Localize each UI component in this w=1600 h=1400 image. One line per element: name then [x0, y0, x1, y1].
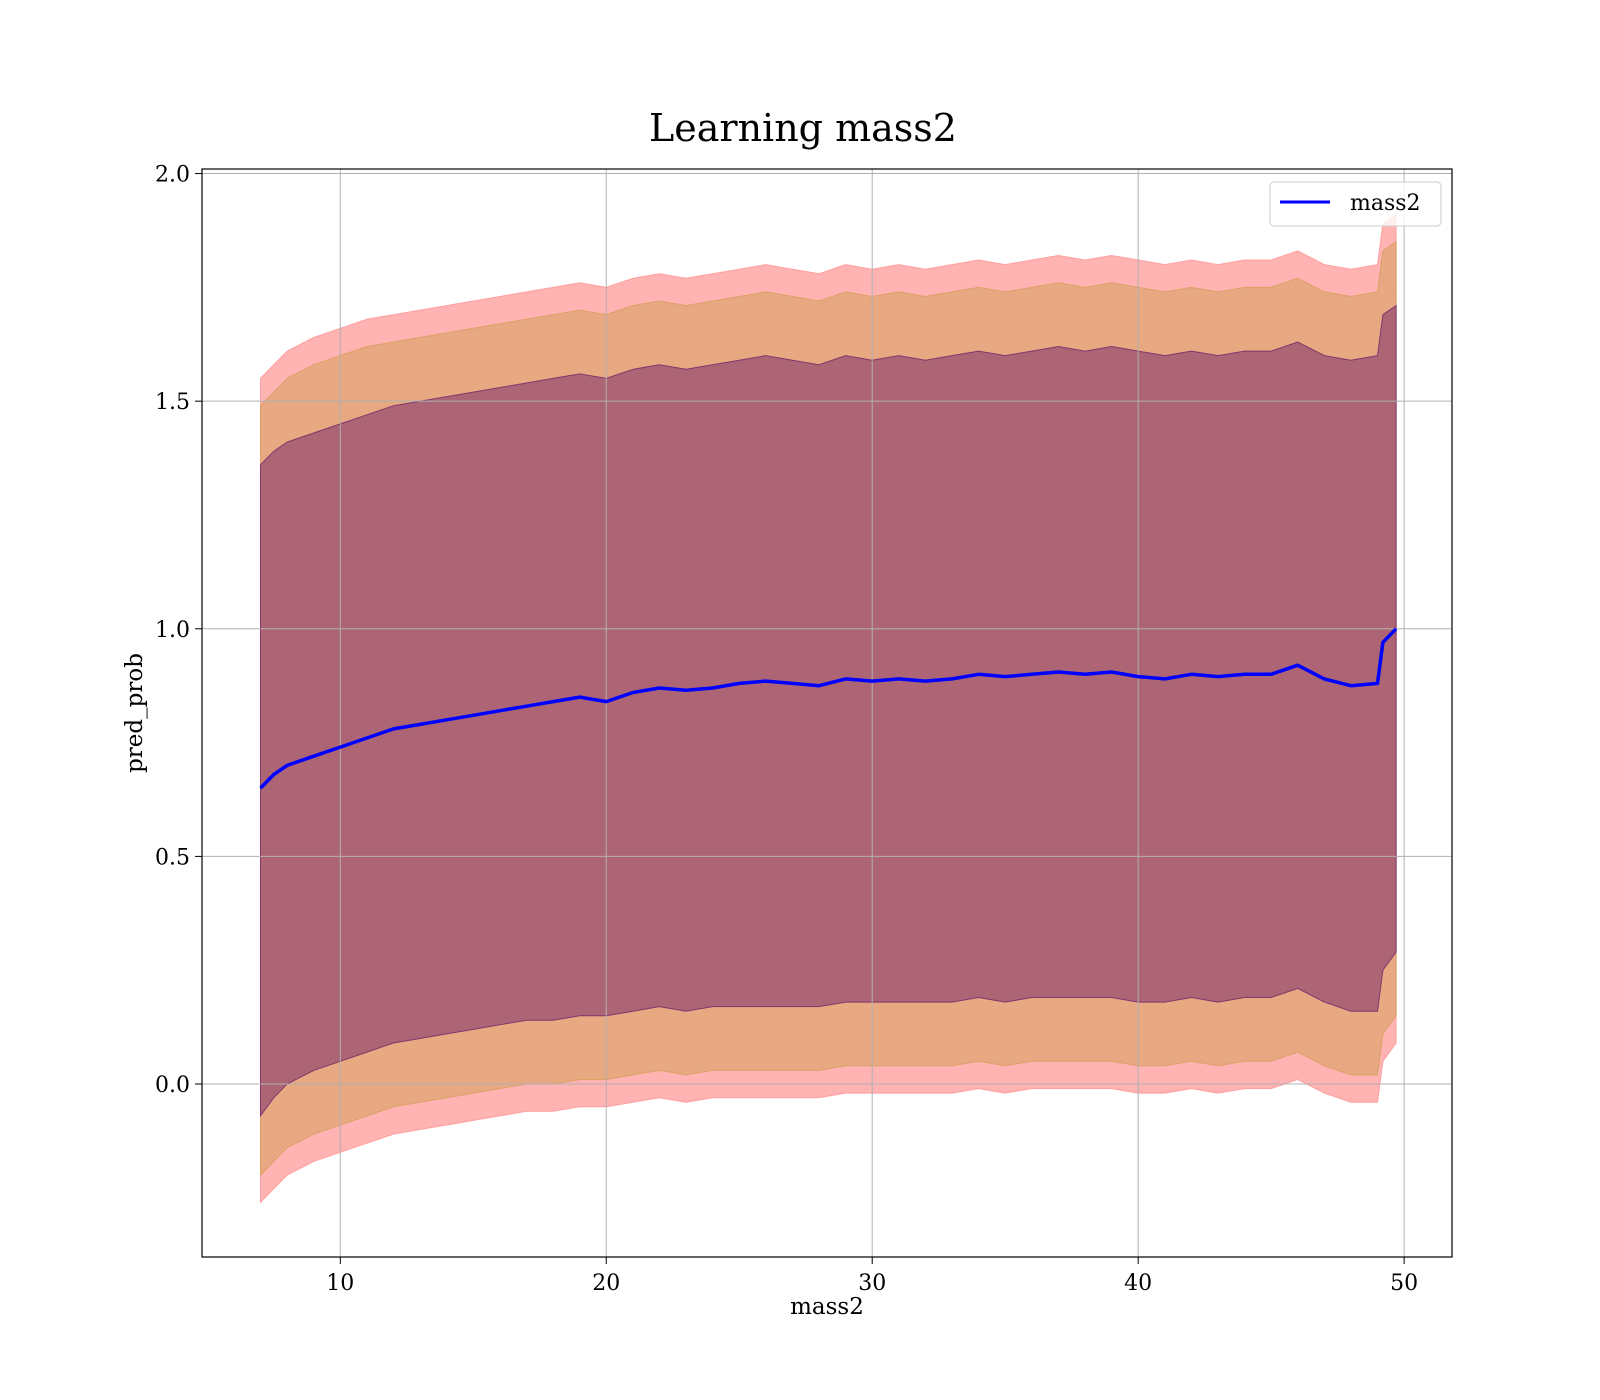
x-tick-label: 20 [592, 1271, 620, 1296]
grid-lines [202, 169, 1452, 1257]
y-tick-label: 1.5 [155, 390, 190, 415]
chart-title: Learning mass2 [649, 106, 957, 150]
y-tick-label: 1.0 [155, 618, 190, 643]
legend-frame [1269, 181, 1442, 227]
y-tick-label: 0.5 [155, 845, 190, 870]
band-1sigma [260, 304, 1397, 1118]
x-tick-label: 30 [858, 1271, 886, 1296]
y-tick-label: 2.0 [155, 163, 190, 188]
x-axis: 10 20 30 40 50 [326, 1257, 1418, 1296]
y-axis: 0.0 0.5 1.0 1.5 2.0 [155, 163, 202, 1098]
series-line-mass2 [259, 627, 1398, 790]
y-axis-title: pred_prob [122, 653, 148, 773]
x-tick-label: 10 [326, 1271, 354, 1296]
x-tick-label: 50 [1390, 1271, 1418, 1296]
legend-label: mass2 [1350, 191, 1421, 216]
x-axis-title: mass2 [790, 1294, 864, 1320]
x-tick-label: 40 [1124, 1271, 1152, 1296]
confidence-bands [260, 213, 1397, 1204]
plot-area [201, 168, 1453, 1258]
y-tick-label: 0.0 [155, 1073, 190, 1098]
series-lines [259, 627, 1398, 790]
legend: mass2 [1269, 181, 1442, 227]
plot-frame [201, 168, 1453, 1258]
